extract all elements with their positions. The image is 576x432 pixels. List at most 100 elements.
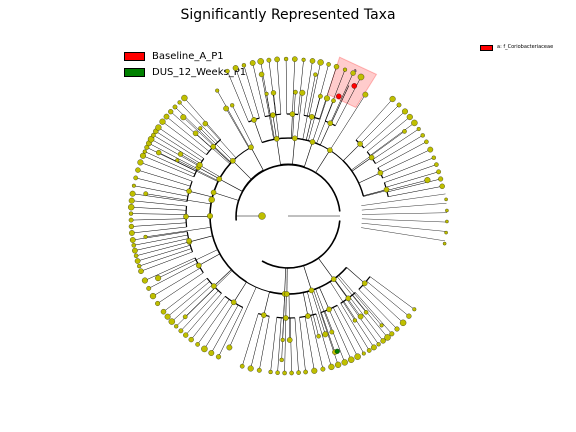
branch-line (139, 248, 192, 267)
branch-line (308, 62, 321, 117)
taxon-node (183, 332, 189, 338)
branch-line (363, 111, 406, 149)
branch-line (361, 212, 448, 215)
legend-swatch-baseline (124, 52, 145, 61)
taxon-node (438, 176, 444, 182)
branch-line (315, 313, 332, 367)
branch-line (148, 262, 198, 289)
taxon-node (183, 213, 189, 220)
taxon-node (155, 301, 161, 306)
branch-line (355, 292, 392, 334)
clade-key-swatch (480, 45, 493, 51)
taxon-node (138, 268, 144, 274)
legend-swatch-dus-12-weeks (124, 68, 145, 77)
taxon-node (230, 299, 237, 306)
branch-line (252, 62, 266, 117)
branch-line (292, 138, 296, 165)
branch-line (385, 171, 439, 188)
taxon-node (444, 230, 448, 235)
branch-line (184, 97, 221, 140)
branch-line (144, 257, 196, 281)
taxon-node (402, 108, 408, 115)
taxon-node (258, 71, 265, 78)
branch-line (340, 303, 370, 351)
branch-arc (280, 163, 305, 168)
branch-line (198, 253, 220, 266)
taxon-node (178, 328, 184, 334)
branch-arc (342, 160, 364, 196)
branch-line (358, 172, 381, 184)
taxon-node (350, 70, 356, 76)
branch-line (355, 98, 393, 141)
branch-line (270, 317, 277, 373)
taxon-node (131, 243, 136, 248)
branch-line (320, 123, 331, 146)
branch-line (232, 160, 252, 180)
taxon-node (223, 105, 229, 112)
branch-line (361, 203, 447, 211)
branch-line (273, 92, 280, 139)
taxon-node (327, 147, 333, 153)
branch-line (197, 299, 230, 345)
taxon-node (354, 353, 361, 360)
branch-line (324, 311, 345, 363)
taxon-node (412, 307, 417, 312)
branch-line (294, 317, 299, 373)
taxon-node (293, 89, 298, 95)
taxon-node (331, 98, 336, 103)
taxon-node (351, 83, 358, 89)
branch-line (363, 189, 387, 197)
taxon-node (322, 331, 329, 338)
branch-arc (287, 257, 319, 269)
taxon-node (230, 158, 236, 164)
taxon-node (163, 113, 170, 120)
branch-line (369, 122, 415, 156)
taxon-node (434, 162, 439, 167)
branch-line (146, 147, 197, 172)
taxon-node (444, 197, 448, 202)
branch-line (352, 294, 388, 338)
taxon-node (210, 189, 217, 196)
taxon-node (143, 191, 149, 197)
taxon-node (208, 196, 215, 203)
branch-line (218, 307, 244, 357)
taxon-node (299, 89, 306, 96)
branch-line (329, 281, 356, 321)
branch-line (332, 307, 358, 357)
branch-line (284, 317, 287, 374)
taxon-node (225, 68, 230, 74)
taxon-node (133, 175, 139, 181)
taxon-node (357, 313, 364, 320)
branch-line (297, 59, 304, 115)
taxon-node (352, 318, 358, 323)
taxon-node (357, 141, 363, 147)
branch-line (225, 108, 250, 149)
branch-line (290, 317, 292, 374)
taxon-node (195, 342, 200, 347)
taxon-node (348, 356, 355, 363)
branch-line (219, 178, 243, 192)
branch-line (336, 276, 367, 313)
branch-line (302, 292, 309, 317)
taxon-node (389, 331, 395, 337)
branch-line (303, 60, 313, 116)
branch-line (285, 58, 288, 115)
taxon-node (151, 132, 156, 138)
taxon-node (239, 363, 245, 369)
branch-line (250, 315, 265, 369)
taxon-node (384, 334, 391, 341)
taxon-node (273, 136, 280, 142)
taxon-node (132, 247, 138, 254)
taxon-node (192, 130, 199, 137)
branch-line (216, 90, 250, 149)
taxon-node (129, 190, 136, 197)
branch-line (183, 117, 232, 163)
taxon-node (160, 308, 167, 315)
taxon-node (396, 102, 402, 108)
branch-line (304, 316, 315, 371)
branch-line (333, 278, 349, 299)
taxon-node (210, 143, 216, 150)
branch-line (292, 59, 296, 115)
branch-line (288, 293, 290, 341)
